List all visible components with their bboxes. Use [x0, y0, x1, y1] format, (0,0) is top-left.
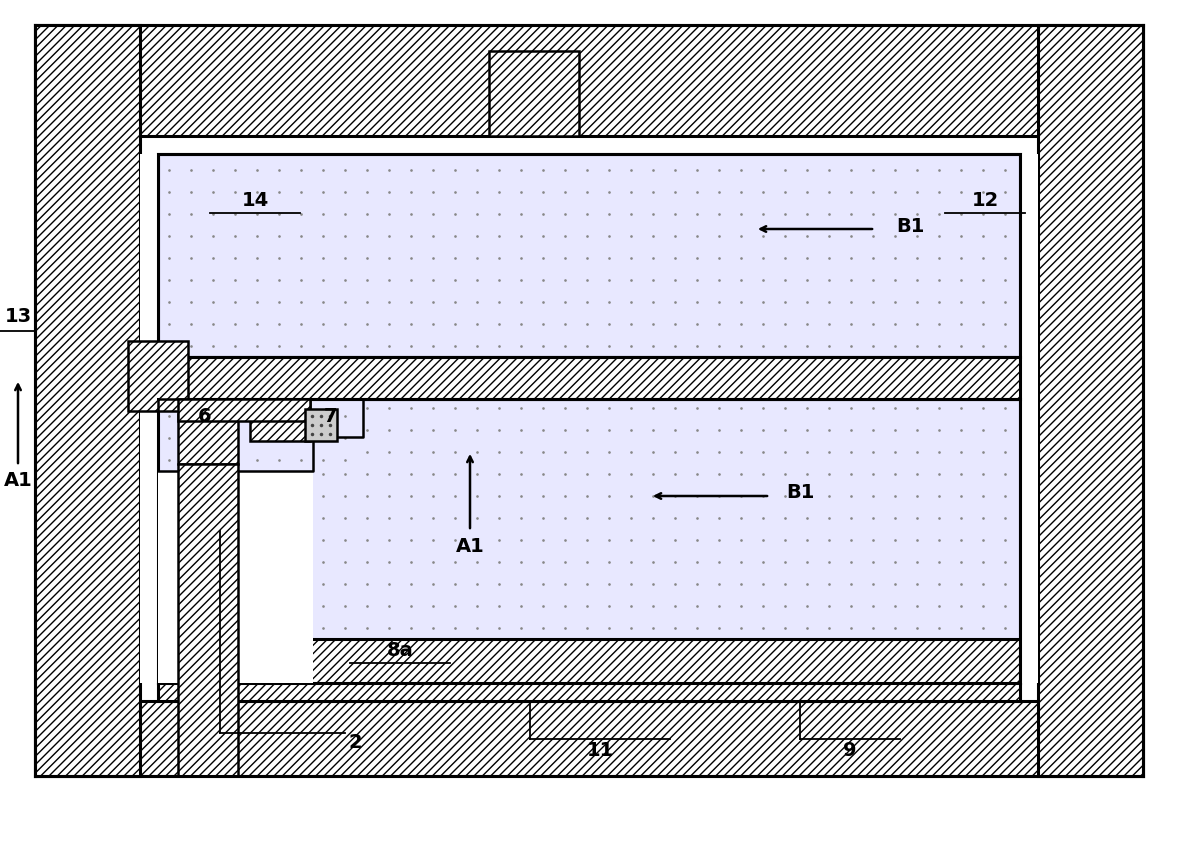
Bar [158, 471, 313, 683]
Text: 2: 2 [349, 734, 362, 752]
Text: A1: A1 [456, 536, 484, 556]
Text: 13: 13 [5, 306, 32, 325]
Text: 11: 11 [587, 741, 614, 761]
Bar [250, 399, 310, 441]
Bar [1020, 154, 1038, 683]
Text: 9: 9 [843, 741, 856, 761]
Bar [158, 154, 1020, 357]
Bar [128, 341, 188, 411]
Bar [178, 399, 310, 421]
Bar [35, 25, 140, 776]
Bar [158, 399, 1020, 683]
Bar [158, 399, 1020, 683]
Text: 6: 6 [198, 407, 212, 426]
Bar [35, 701, 1143, 776]
Text: 14: 14 [241, 191, 269, 210]
Text: B1: B1 [786, 483, 814, 502]
Bar [158, 639, 1020, 701]
Bar [35, 25, 1143, 136]
Bar [158, 154, 1020, 357]
Bar [489, 51, 580, 136]
Bar [140, 154, 158, 683]
Bar [305, 409, 337, 441]
Text: 8a: 8a [386, 642, 413, 660]
Bar [158, 357, 1020, 399]
Text: A1: A1 [4, 471, 32, 490]
Bar [1038, 25, 1143, 776]
Bar [158, 399, 363, 471]
Text: 12: 12 [972, 191, 999, 210]
Text: 7: 7 [323, 407, 337, 426]
Bar [158, 471, 243, 683]
Text: B1: B1 [895, 216, 925, 236]
Bar [178, 414, 238, 464]
Bar [178, 464, 238, 776]
